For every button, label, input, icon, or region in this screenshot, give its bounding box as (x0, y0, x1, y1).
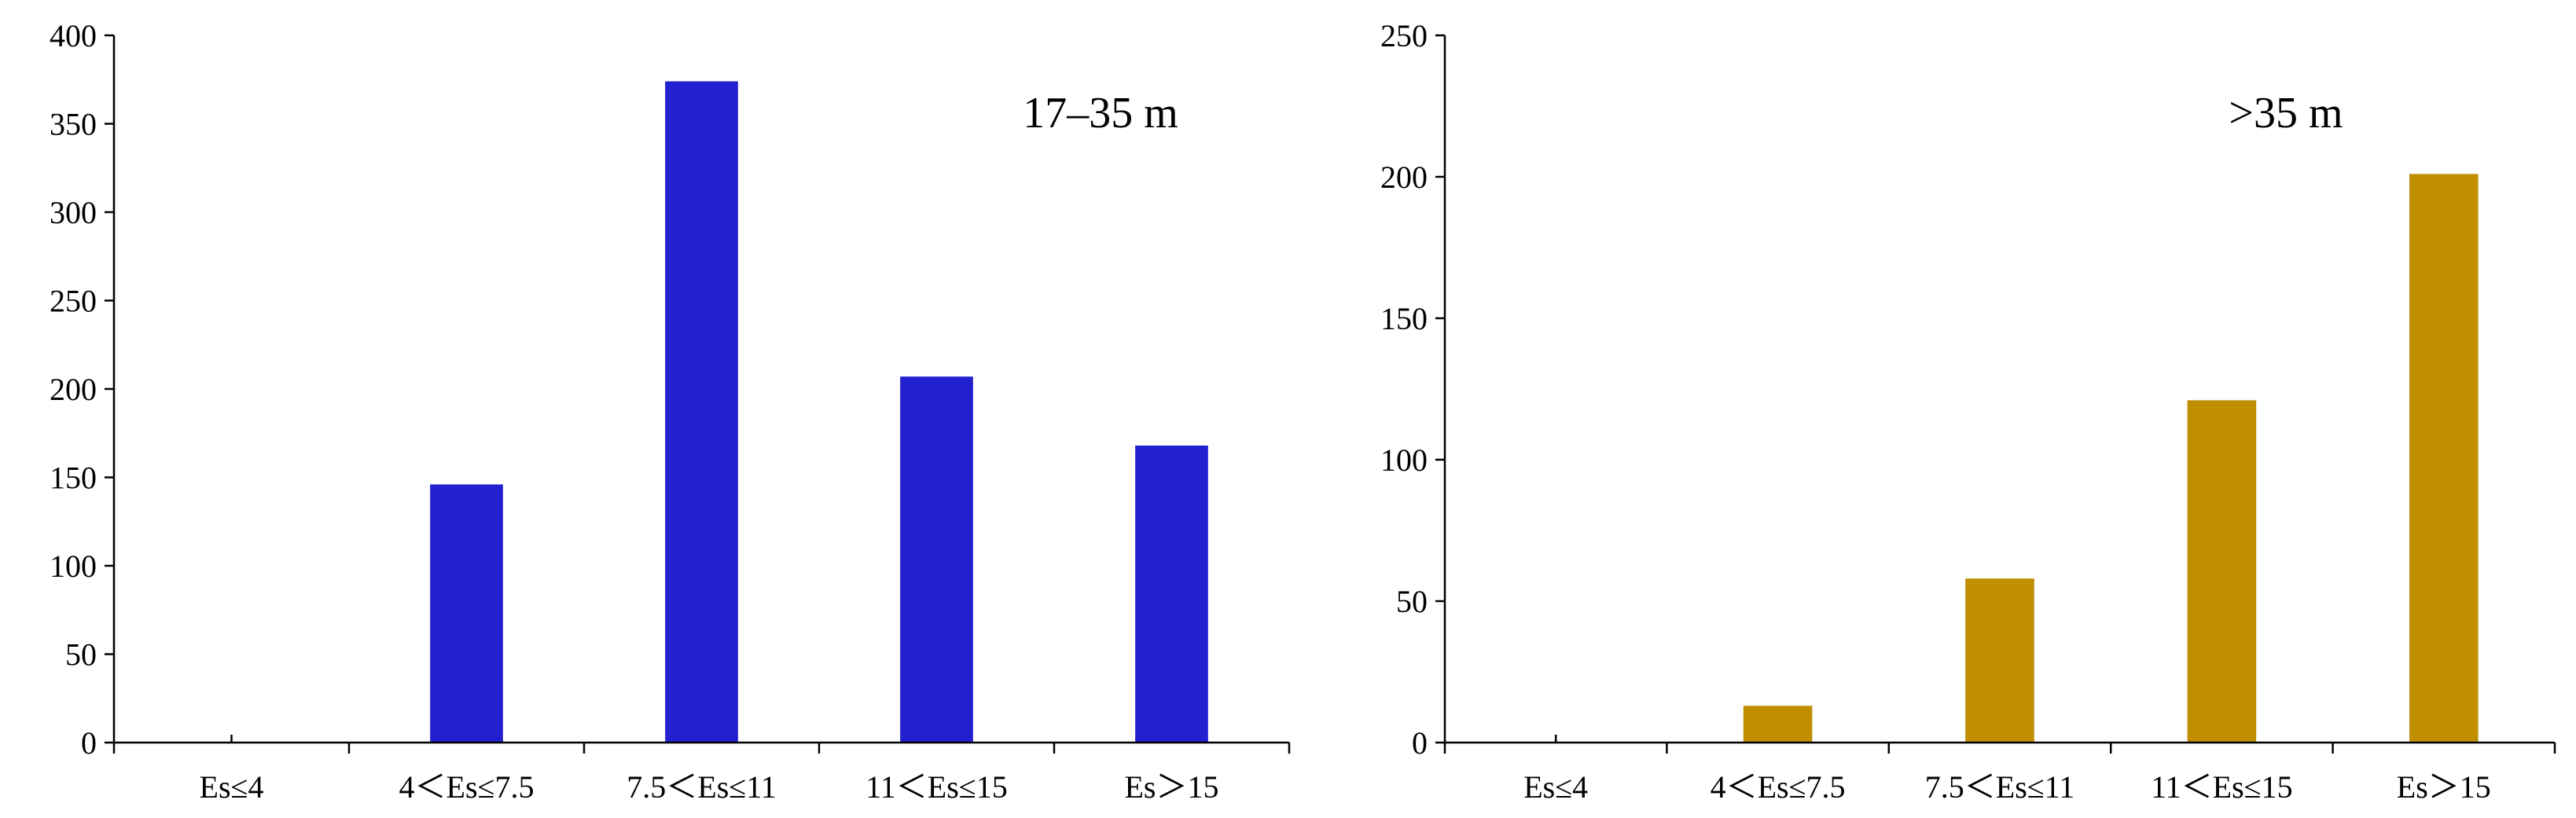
bar (1135, 446, 1208, 743)
y-tick-label: 200 (1380, 160, 1428, 195)
y-tick-label: 0 (1412, 725, 1428, 761)
bar (665, 81, 738, 743)
x-tick-label: 4＜Es≤7.5 (1711, 769, 1846, 805)
y-tick-label: 400 (50, 18, 97, 53)
chart-title: >35 m (2229, 89, 2343, 138)
x-tick-label: Es＞15 (2397, 769, 2491, 805)
chart-title: 17–35 m (1023, 89, 1178, 138)
y-tick-label: 50 (65, 637, 97, 673)
bar (2187, 400, 2257, 743)
x-tick-label: 4＜Es≤7.5 (399, 769, 535, 805)
y-tick-label: 300 (50, 195, 97, 230)
x-tick-label: Es≤4 (1523, 769, 1588, 805)
x-tick-label: 11＜Es≤15 (865, 769, 1007, 805)
bar (1965, 578, 2034, 743)
chart-panel-17-35m: 0 50 100 150 200 250 300 350 400 Es≤4 4＜Es≤7.5 7.5＜… (50, 18, 1291, 805)
y-tick-label: 50 (1396, 584, 1428, 619)
bar (2409, 174, 2479, 743)
bar (1743, 706, 1813, 743)
y-tick-label: 200 (50, 372, 97, 407)
x-tick-label: Es＞15 (1125, 769, 1219, 805)
y-tick-label: 0 (81, 725, 97, 761)
bar (900, 376, 973, 743)
y-tick-label: 150 (1380, 301, 1428, 336)
x-tick-label: 11＜Es≤15 (2151, 769, 2292, 805)
x-tick-label: 7.5＜Es≤11 (1925, 769, 2074, 805)
bar (430, 484, 503, 743)
y-tick-label: 250 (1380, 18, 1428, 53)
y-tick-label: 100 (1380, 442, 1428, 478)
x-tick-label: 7.5＜Es≤11 (627, 769, 776, 805)
y-tick-label: 350 (50, 107, 97, 142)
chart-panel-over-35m: 0 50 100 150 200 250 Es≤4 4＜Es≤7.5 7.5＜Es≤11 11＜E… (1380, 18, 2556, 805)
y-tick-label: 150 (50, 460, 97, 496)
y-tick-label: 100 (50, 548, 97, 584)
x-tick-label: Es≤4 (200, 769, 264, 805)
y-tick-label: 250 (50, 284, 97, 319)
